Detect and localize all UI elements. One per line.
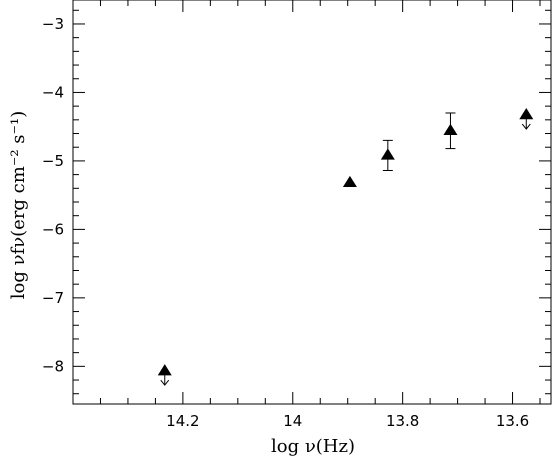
data-point-triangle — [380, 148, 395, 160]
data-point-triangle — [342, 175, 357, 188]
y-tick-label: −5 — [42, 152, 64, 170]
data-point-triangle — [519, 108, 534, 120]
data-point-triangle — [443, 123, 458, 135]
data-point-triangle — [157, 364, 172, 376]
x-tick-label: 13.8 — [386, 412, 419, 430]
x-tick-label: 14 — [283, 412, 302, 430]
x-tick-label: 13.6 — [496, 412, 529, 430]
data-points — [157, 108, 534, 386]
y-tick-label: −3 — [42, 15, 64, 33]
upper-limit-arrowhead — [160, 379, 170, 386]
plot-frame — [72, 0, 552, 405]
x-axis-label: log ν(Hz) — [271, 436, 355, 457]
y-tick-label: −6 — [42, 220, 64, 238]
x-tick-label: 14.2 — [166, 412, 199, 430]
axis-ticks: −3 −4 −5 −6 −7 −8 14.2 14 13.8 13.6 — [42, 0, 551, 430]
y-tick-label: −7 — [42, 289, 64, 307]
y-axis-label: log νfν(erg cm⁻² s⁻¹) — [8, 111, 29, 299]
upper-limit-arrowhead — [521, 123, 531, 130]
y-tick-label: −4 — [42, 83, 64, 101]
y-tick-label: −8 — [42, 357, 64, 375]
